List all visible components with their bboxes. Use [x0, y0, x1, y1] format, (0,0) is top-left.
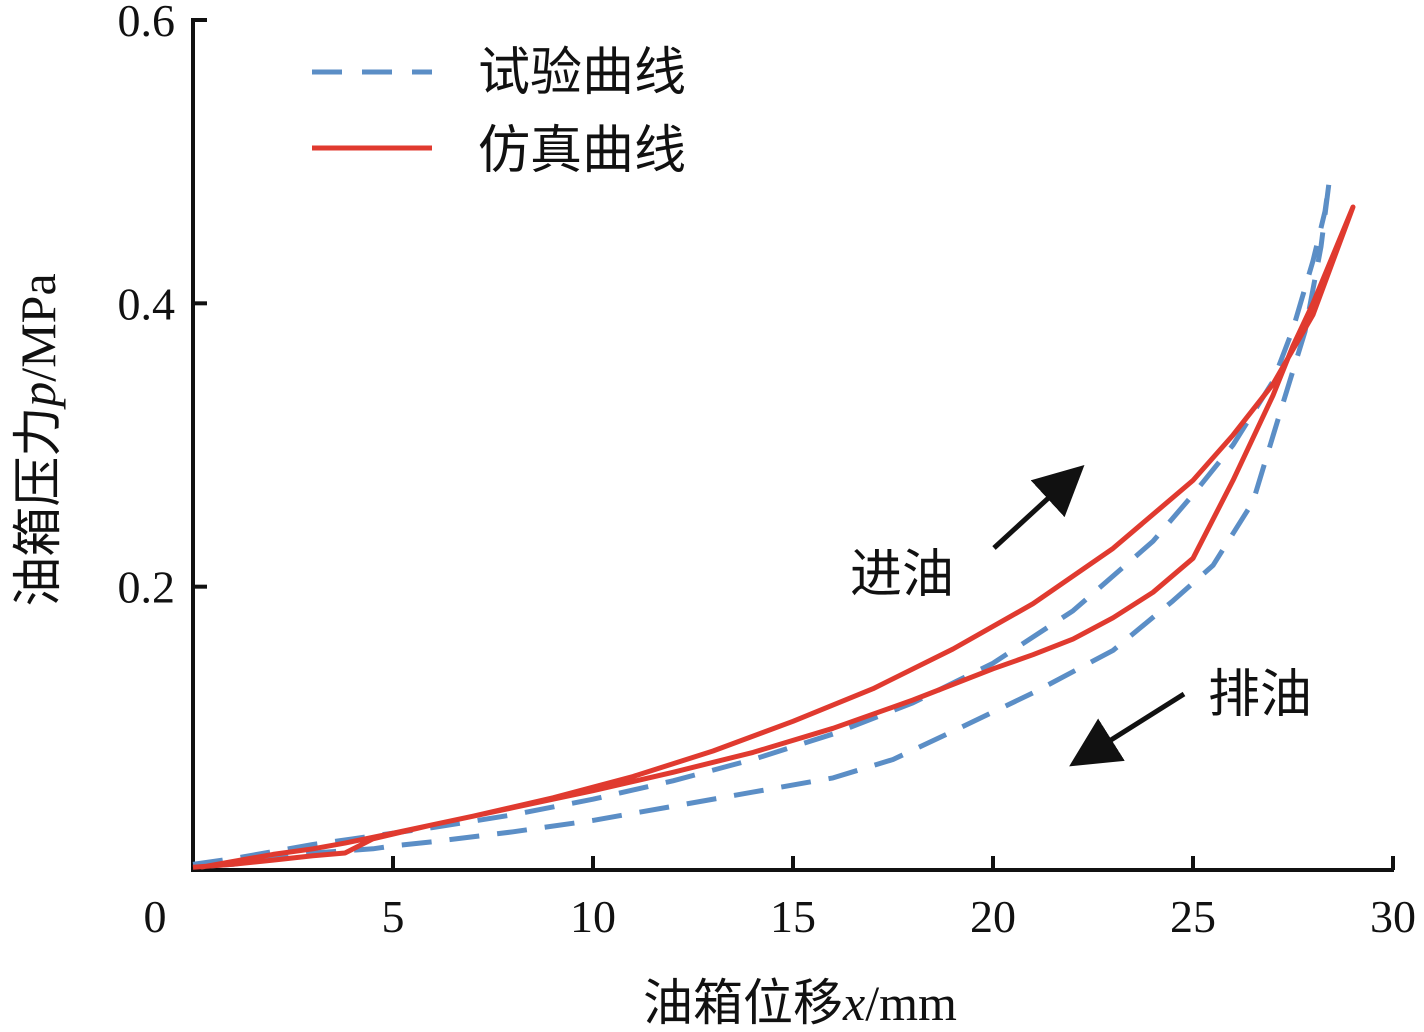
x-tick-label: 5: [382, 891, 405, 942]
annotation-outflow-label: 排油: [1208, 667, 1312, 724]
annotation-outflow-arrow: [1069, 691, 1186, 767]
annotation-inflow-arrow: [992, 464, 1085, 550]
x-axis-title: 油箱位移x/mm: [643, 975, 957, 1031]
series-line-simulation: [192, 204, 1356, 870]
x-tick-label: 25: [1170, 891, 1216, 942]
y-axis-title: 油箱压力p/MPa: [10, 273, 66, 606]
legend-label-experimental: 试验曲线: [478, 45, 686, 102]
series-line-experimental: [192, 180, 1332, 870]
y-tick-label: 0.6: [118, 0, 176, 46]
y-tick-label: 0.2: [118, 562, 176, 613]
legend-label-simulation: 仿真曲线: [478, 123, 686, 180]
x-tick-label: 20: [970, 891, 1016, 942]
legend: 试验曲线 仿真曲线: [312, 45, 686, 180]
x-tick-label: 30: [1370, 891, 1416, 942]
y-tick-label: 0.4: [118, 278, 176, 329]
x-tick-label: 15: [770, 891, 816, 942]
annotation-inflow-label: 进油: [850, 547, 954, 604]
x-tick-label: 0: [144, 891, 167, 942]
x-tick-label: 10: [570, 891, 616, 942]
